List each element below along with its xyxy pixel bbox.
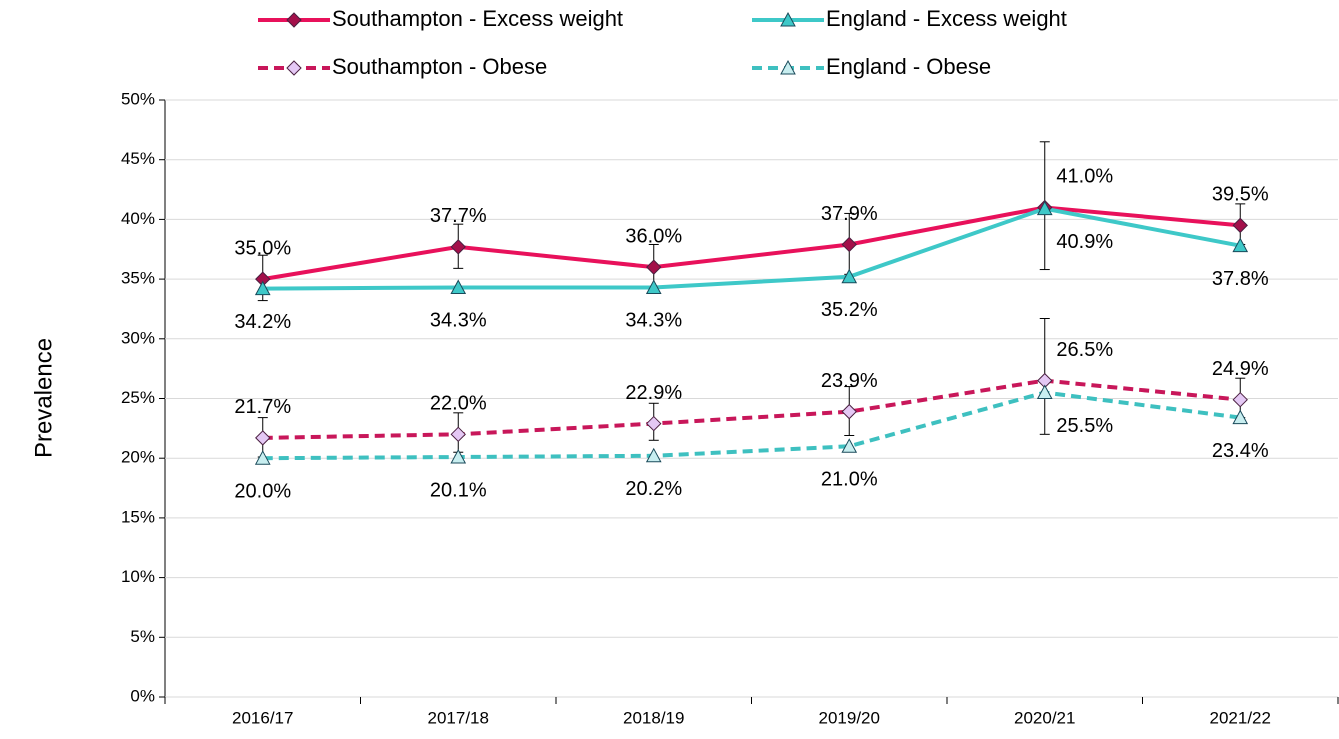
legend-label: Southampton - Excess weight [332,6,623,31]
point [645,447,662,463]
value-label: 26.5% [1056,339,1113,361]
point [1232,237,1249,253]
value-label: 40.9% [1056,231,1113,253]
point [450,279,467,294]
y-tick-label: 0% [130,686,155,705]
value-label: 20.0% [234,480,291,502]
value-label: 20.1% [430,479,487,501]
value-label: 23.9% [821,370,878,392]
point [1232,391,1248,408]
value-label: 37.8% [1212,268,1269,290]
point [1232,217,1248,234]
series-line [262,390,1241,461]
series-line [262,205,1241,282]
legend-marker [286,60,302,76]
value-label: 41.0% [1056,166,1113,188]
point [255,430,271,446]
legend-marker [780,59,796,75]
value-label: 24.9% [1212,358,1269,380]
point [646,415,662,432]
value-label: 35.0% [234,237,291,259]
value-label: 20.2% [625,478,682,500]
legend-label: England - Obese [826,54,991,79]
series-line [262,378,1241,440]
point [450,448,467,464]
y-tick-label: 25% [121,388,155,407]
value-label: 37.7% [430,205,487,227]
value-label: 23.4% [1212,440,1269,462]
point [1036,200,1053,216]
value-label: 22.9% [625,382,682,404]
y-tick-label: 40% [121,209,155,228]
point [254,450,271,465]
y-tick-label: 15% [121,507,155,526]
y-tick-label: 30% [121,328,155,347]
point [646,259,662,275]
y-tick-label: 10% [121,567,155,586]
y-tick-label: 35% [121,269,155,288]
point [841,268,858,284]
legend-marker [780,11,796,27]
legend-label: Southampton - Obese [332,54,547,79]
x-tick-label: 2017/18 [428,708,489,727]
x-tick-label: 2016/17 [232,708,293,727]
x-tick-label: 2018/19 [623,708,684,727]
y-axis-label: Prevalence [30,338,57,458]
point [1036,384,1053,400]
y-tick-label: 50% [121,89,155,108]
value-label: 34.3% [430,310,487,332]
point [841,236,857,253]
x-tick-label: 2021/22 [1210,708,1271,727]
value-label: 36.0% [625,225,682,247]
value-label: 22.0% [430,393,487,415]
series-line [262,206,1241,291]
point [450,239,466,255]
y-tick-label: 45% [121,149,155,168]
x-tick-label: 2019/20 [819,708,880,727]
point [254,280,271,296]
point [1232,409,1249,425]
value-label: 34.2% [234,311,291,333]
value-label: 34.3% [625,310,682,332]
value-label: 21.7% [234,396,291,418]
value-label: 35.2% [821,299,878,321]
y-tick-label: 20% [121,448,155,467]
point [841,403,857,420]
point [841,438,858,453]
point [645,279,662,294]
legend-label: England - Excess weight [826,6,1067,31]
value-label: 21.0% [821,469,878,491]
value-label: 25.5% [1056,415,1113,437]
y-tick-label: 5% [130,627,155,646]
legend-marker [286,12,302,28]
value-label: 39.5% [1212,184,1269,206]
x-tick-label: 2020/21 [1014,708,1075,727]
point [450,426,466,443]
value-label: 37.9% [821,203,878,225]
